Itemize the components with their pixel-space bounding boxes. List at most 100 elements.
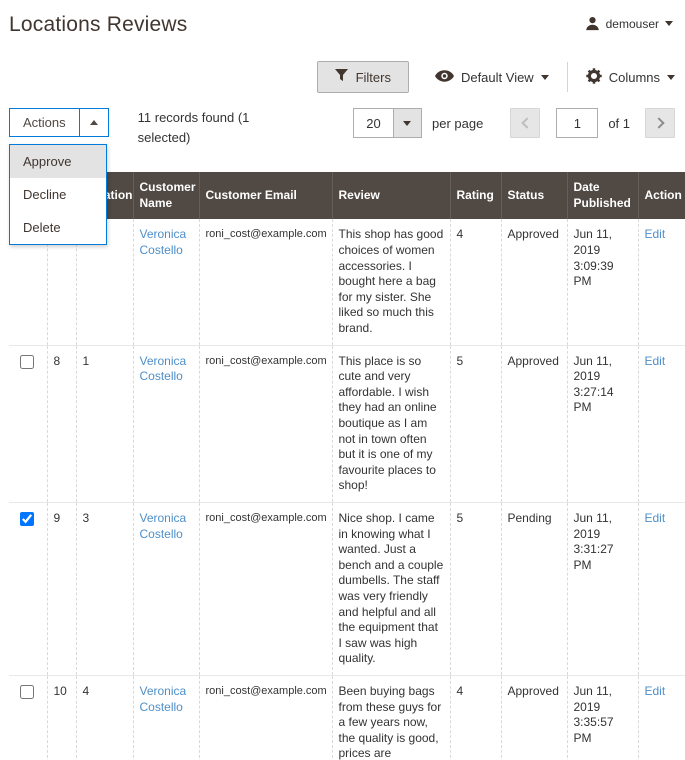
reviews-table: Location Customer Name Customer Email Re… (9, 172, 685, 760)
chevron-down-icon (540, 74, 549, 80)
records-found-label: 11 records found (1 selected) (137, 110, 250, 146)
row-select-checkbox[interactable] (20, 354, 34, 369)
cell-customer-name: Veronica Costello (132, 345, 199, 503)
cell-status: Approved (500, 345, 567, 503)
cell-select (9, 345, 47, 503)
cell-status: Pending (500, 502, 567, 676)
toolbar-divider (566, 62, 568, 92)
prev-page-button[interactable] (510, 108, 541, 138)
menu-item-approve[interactable]: Approve (10, 145, 106, 178)
edit-link[interactable]: Edit (644, 353, 666, 368)
table-row: 8 1 Veronica Costello roni_cost@example.… (9, 345, 685, 503)
actions-select: Actions Approve Decline Delete (9, 108, 109, 245)
header-review[interactable]: Review (331, 172, 450, 220)
cell-rating: 4 (449, 675, 501, 760)
chevron-left-icon (521, 117, 533, 129)
menu-item-decline[interactable]: Decline (23, 187, 67, 202)
cell-select (9, 675, 47, 760)
cell-customer-email: roni_cost@example.com (198, 502, 332, 676)
columns-control[interactable]: Columns (586, 67, 675, 87)
chevron-down-icon (667, 74, 675, 80)
header-date-published[interactable]: Date Published (566, 172, 638, 220)
cell-location: 3 (75, 502, 133, 676)
cell-date-published: Jun 11, 2019 3:31:27 PM (566, 502, 638, 676)
cell-review: This place is so cute and very affordabl… (331, 345, 450, 503)
per-page-value: 20 (352, 108, 394, 138)
chevron-up-icon (89, 120, 98, 125)
next-page-button[interactable] (645, 108, 675, 138)
header-customer-name[interactable]: Customer Name (132, 172, 199, 220)
page-count-label: of 1 (608, 115, 630, 131)
cell-date-published: Jun 11, 2019 3:09:39 PM (566, 219, 638, 346)
actions-row: Actions Approve Decline Delete 11 record… (9, 108, 675, 245)
cell-review: This shop has good choices of women acce… (331, 219, 450, 346)
actions-button-toggle[interactable] (78, 108, 109, 137)
cell-action: Edit (637, 675, 685, 760)
cell-rating: 5 (449, 345, 501, 503)
filters-button[interactable]: Filters (316, 61, 409, 93)
page-header: Locations Reviews demouser (0, 0, 685, 37)
cell-customer-email: roni_cost@example.com (198, 219, 332, 346)
cell-date-published: Jun 11, 2019 3:35:57 PM (566, 675, 638, 760)
table-header-row: Location Customer Name Customer Email Re… (9, 172, 685, 220)
cell-action: Edit (637, 345, 685, 503)
customer-name-link[interactable]: Veronica Costello (139, 227, 187, 258)
per-page-toggle[interactable] (392, 108, 422, 138)
chevron-down-icon (665, 21, 673, 26)
cell-status: Approved (500, 219, 567, 346)
per-page-label: per page (431, 115, 484, 131)
filters-button-label: Filters (355, 69, 391, 85)
edit-link[interactable]: Edit (644, 227, 666, 242)
edit-link[interactable]: Edit (644, 683, 666, 698)
row-select-checkbox[interactable] (20, 684, 34, 699)
chevron-down-icon (403, 120, 412, 126)
table-row: 10 4 Veronica Costello roni_cost@example… (9, 675, 685, 760)
cell-action: Edit (637, 219, 685, 346)
cell-customer-name: Veronica Costello (132, 502, 199, 676)
edit-link[interactable]: Edit (644, 510, 666, 525)
cell-status: Approved (500, 675, 567, 760)
cell-rating: 5 (449, 502, 501, 676)
username-label: demouser (605, 16, 659, 31)
current-page-input[interactable] (556, 108, 599, 138)
cell-customer-name: Veronica Costello (132, 675, 199, 760)
pagination: 20 per page of 1 (352, 108, 675, 138)
cell-rating: 4 (449, 219, 501, 346)
cell-date-published: Jun 11, 2019 3:27:14 PM (566, 345, 638, 503)
cell-action: Edit (637, 502, 685, 676)
default-view-control[interactable]: Default View (434, 69, 549, 85)
funnel-icon (334, 69, 348, 85)
grid-toolbar: Filters Default View Co (0, 61, 675, 93)
customer-name-link[interactable]: Veronica Costello (139, 353, 187, 384)
menu-item-delete[interactable]: Delete (23, 220, 61, 235)
gear-icon (586, 67, 602, 87)
actions-dropdown-menu: Approve Decline Delete (9, 144, 107, 245)
actions-button-label: Actions (9, 108, 80, 137)
cell-id: 8 (46, 345, 76, 503)
actions-button[interactable]: Actions (9, 108, 109, 137)
cell-review: Been buying bags from these guys for a f… (331, 675, 450, 760)
header-rating[interactable]: Rating (449, 172, 501, 220)
cell-customer-email: roni_cost@example.com (198, 675, 332, 760)
customer-name-link[interactable]: Veronica Costello (139, 683, 187, 714)
per-page-select[interactable]: 20 (352, 108, 422, 138)
cell-location: 1 (75, 345, 133, 503)
cell-location: 4 (75, 675, 133, 760)
chevron-right-icon (652, 117, 665, 129)
admin-user-menu[interactable]: demouser (585, 16, 673, 31)
columns-label: Columns (608, 69, 660, 85)
cell-customer-email: roni_cost@example.com (198, 345, 332, 503)
cell-review: Nice shop. I came in knowing what I want… (331, 502, 450, 676)
cell-select (9, 502, 47, 676)
eye-icon (434, 69, 454, 85)
header-status[interactable]: Status (500, 172, 567, 220)
header-action: Action (637, 172, 685, 220)
table-row: 9 3 Veronica Costello roni_cost@example.… (9, 502, 685, 676)
header-customer-email[interactable]: Customer Email (198, 172, 332, 220)
person-icon (585, 16, 600, 31)
default-view-label: Default View (460, 69, 534, 85)
customer-name-link[interactable]: Veronica Costello (139, 510, 187, 541)
row-select-checkbox[interactable] (20, 511, 34, 526)
table-row: 7 2 Veronica Costello roni_cost@example.… (9, 219, 685, 346)
cell-customer-name: Veronica Costello (132, 219, 199, 346)
